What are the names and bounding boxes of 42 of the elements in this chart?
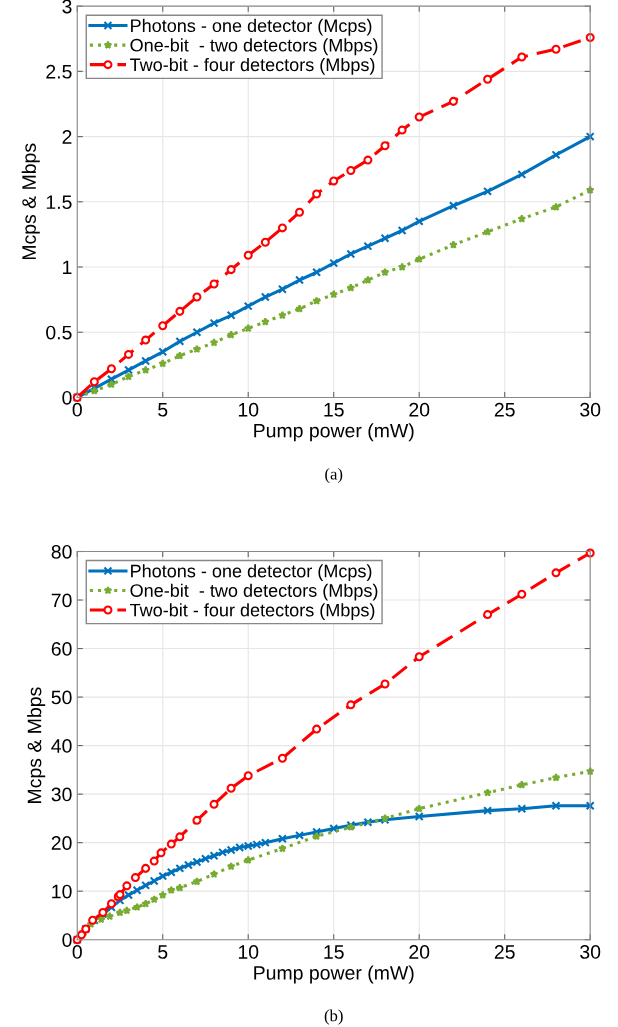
y-tick-label: 40	[51, 739, 72, 753]
x-tick-label: 15	[324, 945, 344, 959]
legend-label: One-bit - two detectors (Mbps)	[130, 583, 378, 601]
x-axis-title: Pump power (mW)	[254, 965, 414, 984]
y-tick-label: 0	[62, 933, 72, 947]
x-tick-label: 25	[494, 402, 515, 417]
y-tick-label: 0	[62, 390, 72, 405]
text: (a)	[325, 467, 343, 483]
y-tick-label: 2	[62, 130, 72, 144]
y-tick-label: 70	[51, 593, 72, 608]
y-tick-label: 30	[51, 787, 72, 802]
text: (b)	[324, 1009, 343, 1025]
x-tick-label: 20	[409, 402, 430, 417]
y-tick-label: 1	[63, 260, 72, 275]
y-tick-label: 3	[62, 0, 72, 14]
x-tick-label: 5	[158, 403, 168, 417]
legend-label: Photons - one detector (Mcps)	[131, 18, 372, 36]
x-tick-label: 0	[72, 402, 82, 417]
y-tick-label: 0.5	[46, 325, 72, 340]
y-tick-label: 2.5	[46, 64, 72, 79]
x-tick-label: 30	[580, 945, 601, 959]
x-tick-label: 5	[158, 945, 168, 959]
y-tick-label: 50	[51, 690, 72, 705]
x-tick-label: 0	[72, 945, 82, 959]
x-tick-label: 10	[238, 402, 259, 417]
y-tick-label: 60	[51, 642, 72, 656]
y-axis-title: Mcps & Mbps	[21, 143, 40, 260]
x-tick-label: 30	[580, 402, 601, 417]
x-tick-label: 20	[409, 945, 430, 959]
y-tick-label: 20	[51, 836, 72, 850]
x-axis-title: Pump power (mW)	[254, 423, 414, 442]
y-tick-label: 1.5	[46, 195, 72, 210]
legend-label: Two-bit - four detectors (Mbps)	[130, 603, 375, 621]
legend-label: Photons - one detector (Mcps)	[131, 564, 372, 581]
y-axis-title: Mcps & Mbps	[27, 687, 46, 803]
y-tick-label: 10	[52, 884, 72, 899]
legend-label: One-bit - two detectors (Mbps)	[130, 38, 378, 56]
x-tick-label: 25	[494, 945, 515, 959]
y-tick-label: 80	[51, 544, 72, 559]
x-tick-label: 15	[324, 403, 344, 417]
legend-label: Two-bit - four detectors (Mbps)	[130, 57, 375, 75]
x-tick-label: 10	[238, 945, 259, 959]
